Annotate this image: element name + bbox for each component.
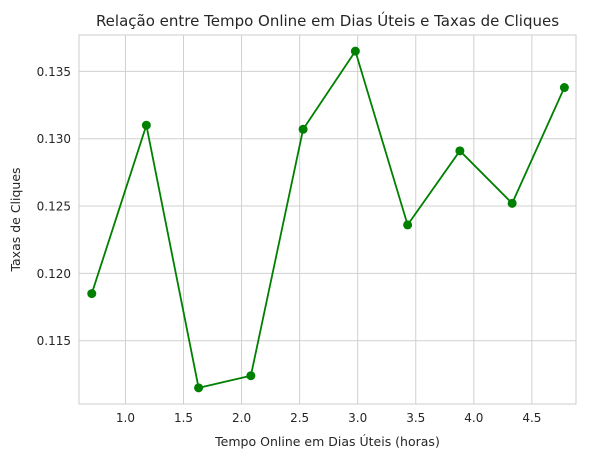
x-axis-label: Tempo Online em Dias Úteis (horas) <box>214 434 440 449</box>
x-tick-label: 3.0 <box>348 411 367 425</box>
y-tick-label: 0.125 <box>37 200 71 214</box>
data-point <box>298 124 308 134</box>
data-point <box>455 146 465 156</box>
tick-labels: 1.0 1.5 2.0 2.5 3.0 3.5 4.0 4.5 0.115 0.120 0.125 0… <box>37 65 542 425</box>
data-point <box>403 220 413 230</box>
data-point <box>350 46 360 56</box>
data-point <box>507 198 517 208</box>
y-tick-label: 0.115 <box>37 334 71 348</box>
series-line <box>90 50 566 389</box>
x-tick-label: 4.0 <box>464 411 483 425</box>
data-point <box>141 120 151 130</box>
data-point <box>194 383 204 393</box>
x-tick-label: 4.5 <box>522 411 541 425</box>
y-tick-label: 0.135 <box>37 65 71 79</box>
data-point <box>87 289 97 299</box>
x-tick-label: 1.5 <box>174 411 193 425</box>
y-tick-label: 0.130 <box>37 132 71 146</box>
x-tick-label: 1.0 <box>116 411 135 425</box>
data-point <box>559 83 569 93</box>
data-point <box>246 371 256 381</box>
series <box>87 46 569 393</box>
plot-frame <box>78 34 577 405</box>
x-tick-label: 2.0 <box>232 411 251 425</box>
x-tick-label: 2.5 <box>290 411 309 425</box>
y-axis-label: Taxas de Cliques <box>8 167 23 272</box>
y-tick-label: 0.120 <box>37 267 71 281</box>
chart-title: Relação entre Tempo Online em Dias Úteis… <box>96 11 559 30</box>
x-tick-label: 3.5 <box>406 411 425 425</box>
plot-background <box>79 35 576 404</box>
